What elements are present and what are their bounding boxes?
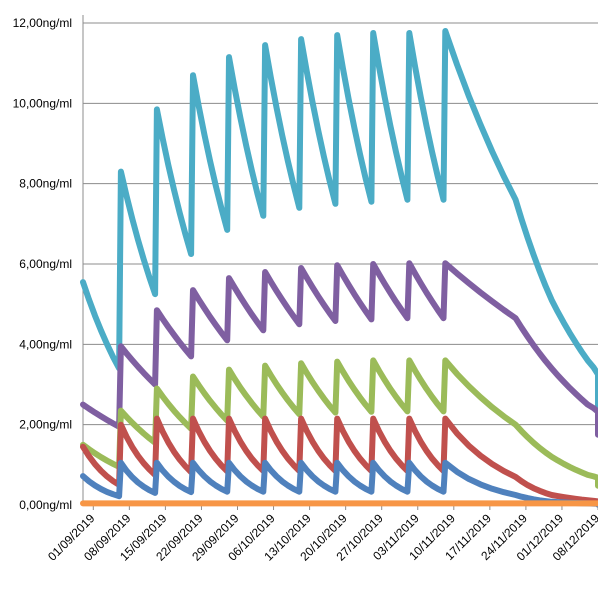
- y-tick-label: 8,00ng/ml: [19, 177, 72, 191]
- y-tick-label: 10,00ng/ml: [13, 96, 72, 110]
- series-line-1: [80, 28, 598, 418]
- y-tick-label: 0,00ng/ml: [19, 498, 72, 512]
- y-tick-label: 2,00ng/ml: [19, 418, 72, 432]
- x-tick-labels: 01/09/201908/09/201915/09/201922/09/2019…: [45, 511, 598, 564]
- series-line-2: [80, 260, 598, 438]
- axes: [82, 15, 598, 510]
- series-line-3: [80, 357, 598, 489]
- series-lines: [80, 28, 598, 508]
- y-tick-label: 12,00ng/ml: [13, 16, 72, 30]
- y-tick-label: 6,00ng/ml: [19, 257, 72, 271]
- y-tick-labels: 0,00ng/ml 2,00ng/ml 4,00ng/ml 6,00ng/ml 8,00…: [13, 16, 72, 512]
- y-tick-label: 4,00ng/ml: [19, 337, 72, 351]
- series-line-4: [80, 415, 598, 507]
